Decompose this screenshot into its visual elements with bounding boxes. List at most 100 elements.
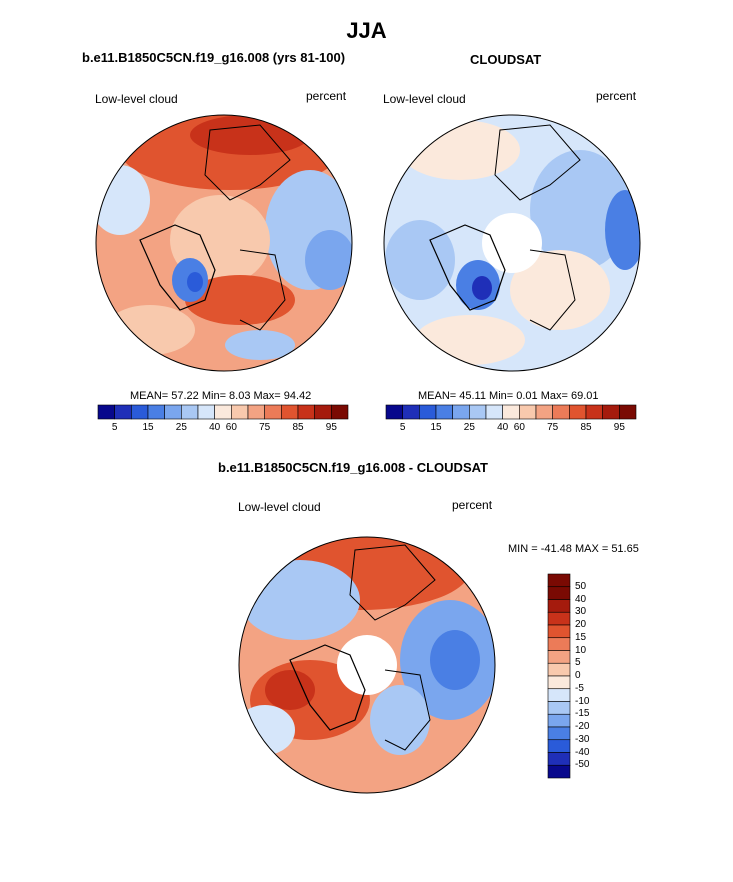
panel1-units-label: percent [306,89,347,103]
colorbar-tick-label: 30 [575,606,587,618]
model-case-title: b.e11.B1850C5CN.f19_g16.008 (yrs 81-100) [82,50,346,65]
colorbar-swatch [547,662,571,677]
colorbar-swatch [147,404,165,420]
colorbar-tick-label: -40 [575,746,590,758]
colorbar-swatch [547,573,571,588]
colorbar-tick-label: 40 [575,593,587,605]
colorbar-swatch [314,404,332,420]
colorbar-tick-label: 5 [399,422,406,433]
colorbar-swatch [547,611,571,626]
colorbar-tick-label: 15 [142,422,154,433]
colorbar-tick-label: 75 [547,422,559,433]
panel3-colorbar-ticks: 50 40 30 20 15 10 5 0 -5 -10 -15 -20 -30 -40 -50 [575,574,615,778]
colorbar-swatch [547,713,571,728]
colorbar-tick-label: 85 [580,422,592,433]
colorbar-swatch [585,404,603,420]
colorbar-swatch [385,404,403,420]
colorbar-swatch [131,404,149,420]
colorbar-swatch [547,624,571,639]
colorbar-swatch [547,650,571,664]
colorbar-tick-label: -10 [575,695,590,707]
colorbar-swatch [569,404,587,420]
colorbar-swatch [502,404,520,420]
colorbar-swatch [452,404,470,420]
panel3-colorbar [547,573,571,779]
colorbar-tick-label: -30 [575,733,590,745]
colorbar-tick-label: -20 [575,721,590,732]
colorbar-swatch [547,739,571,753]
difference-title: b.e11.B1850C5CN.f19_g16.008 - CLOUDSAT [218,460,488,475]
colorbar-swatch [519,404,537,420]
model-cloud-field [96,115,352,371]
colorbar-swatch [547,701,571,715]
colorbar-tick-label: 5 [111,422,118,433]
colorbar-swatch [535,404,553,420]
colorbar-swatch [214,404,232,420]
diff-cloud-field [239,537,495,793]
colorbar-swatch [547,726,571,741]
colorbar-swatch [247,404,265,420]
colorbar-swatch [419,404,437,420]
panel2-units-label: percent [596,89,637,103]
colorbar-swatch [469,404,487,420]
panel3-stats: MIN = -41.48 MAX = 51.65 [508,543,639,555]
colorbar-swatch [547,637,571,651]
colorbar-tick-label: 15 [430,422,442,433]
colorbar-swatch [619,404,637,420]
colorbar-swatch [547,688,571,702]
colorbar-tick-label: 25 [175,422,187,433]
colorbar-tick-label: 20 [575,619,587,630]
colorbar-swatch [547,599,571,613]
colorbar-swatch [602,404,620,420]
colorbar-tick-label: 75 [259,422,271,433]
colorbar-tick-label: -50 [575,759,590,771]
colorbar-tick-label: 40 [209,422,221,433]
colorbar-tick-label: 15 [575,631,587,643]
colorbar-tick-label: -15 [575,708,590,720]
colorbar-swatch [331,404,349,420]
panel2-colorbar-ticks: 5 15 25 40 60 75 85 95 [386,422,636,436]
colorbar-swatch [181,404,199,420]
colorbar-swatch [164,404,182,420]
colorbar-tick-label: 0 [575,670,581,681]
panel3-variable-label: Low-level cloud [238,500,321,514]
panel1-colorbar-ticks: 5 15 25 40 60 75 85 95 [98,422,348,436]
colorbar-tick-label: -5 [575,682,584,694]
colorbar-tick-label: 60 [225,422,237,433]
colorbar-swatch [547,764,571,779]
colorbar-swatch [402,404,420,420]
colorbar-swatch [435,404,453,420]
panel1-variable-label: Low-level cloud [95,92,178,106]
panel1-colorbar [97,404,349,420]
colorbar-swatch [547,752,571,766]
colorbar-tick-label: 5 [575,657,581,669]
colorbar-tick-label: 50 [575,580,587,592]
colorbar-tick-label: 95 [325,422,337,433]
colorbar-swatch [114,404,132,420]
panel1-stats: MEAN= 57.22 Min= 8.03 Max= 94.42 [130,390,312,402]
colorbar-swatch [297,404,315,420]
page-title: JJA [346,18,387,43]
panel2-variable-label: Low-level cloud [383,92,466,106]
obs-dataset-title: CLOUDSAT [470,52,542,67]
colorbar-tick-label: 95 [613,422,625,433]
colorbar-tick-label: 60 [513,422,525,433]
colorbar-tick-label: 85 [292,422,304,433]
colorbar-swatch [547,586,571,600]
panel3-units-label: percent [452,498,493,512]
colorbar-swatch [97,404,115,420]
obs-cloud-field [384,115,640,371]
colorbar-swatch [547,675,571,690]
colorbar-swatch [197,404,215,420]
colorbar-swatch [281,404,299,420]
colorbar-swatch [264,404,282,420]
colorbar-swatch [552,404,570,420]
colorbar-tick-label: 40 [497,422,509,433]
colorbar-swatch [485,404,503,420]
colorbar-tick-label: 25 [463,422,475,433]
colorbar-tick-label: 10 [575,644,587,656]
panel2-stats: MEAN= 45.11 Min= 0.01 Max= 69.01 [418,390,599,402]
colorbar-swatch [231,404,249,420]
panel2-colorbar [385,404,637,420]
